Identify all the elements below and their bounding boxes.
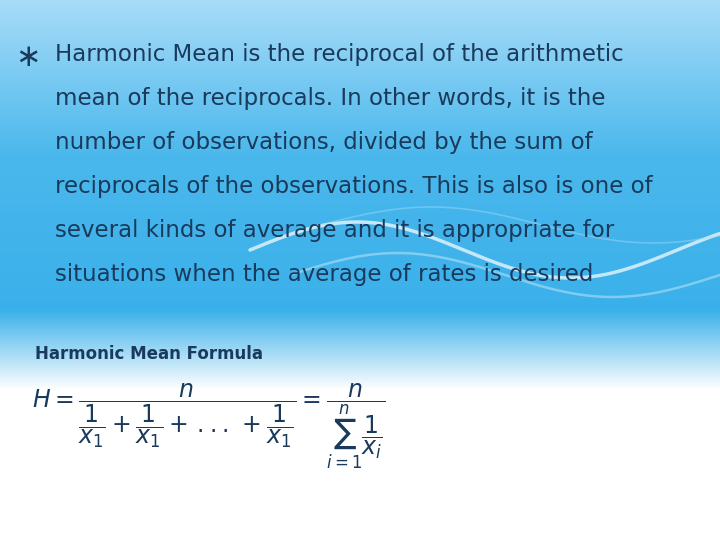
Text: reciprocals of the observations. This is also is one of: reciprocals of the observations. This is… <box>55 175 652 198</box>
Text: several kinds of average and it is appropriate for: several kinds of average and it is appro… <box>55 219 614 242</box>
Text: $H = \dfrac{n}{\dfrac{1}{x_1}+\dfrac{1}{x_1}+\,...\,+\dfrac{1}{x_1}} = \dfrac{n}: $H = \dfrac{n}{\dfrac{1}{x_1}+\dfrac{1}{… <box>32 382 386 471</box>
Text: number of observations, divided by the sum of: number of observations, divided by the s… <box>55 131 593 154</box>
Text: Harmonic Mean Formula: Harmonic Mean Formula <box>35 345 263 363</box>
Text: Harmonic Mean is the reciprocal of the arithmetic: Harmonic Mean is the reciprocal of the a… <box>55 43 624 66</box>
Text: mean of the reciprocals. In other words, it is the: mean of the reciprocals. In other words,… <box>55 87 606 110</box>
Text: situations when the average of rates is desired: situations when the average of rates is … <box>55 263 593 286</box>
Text: ∗: ∗ <box>15 43 41 72</box>
